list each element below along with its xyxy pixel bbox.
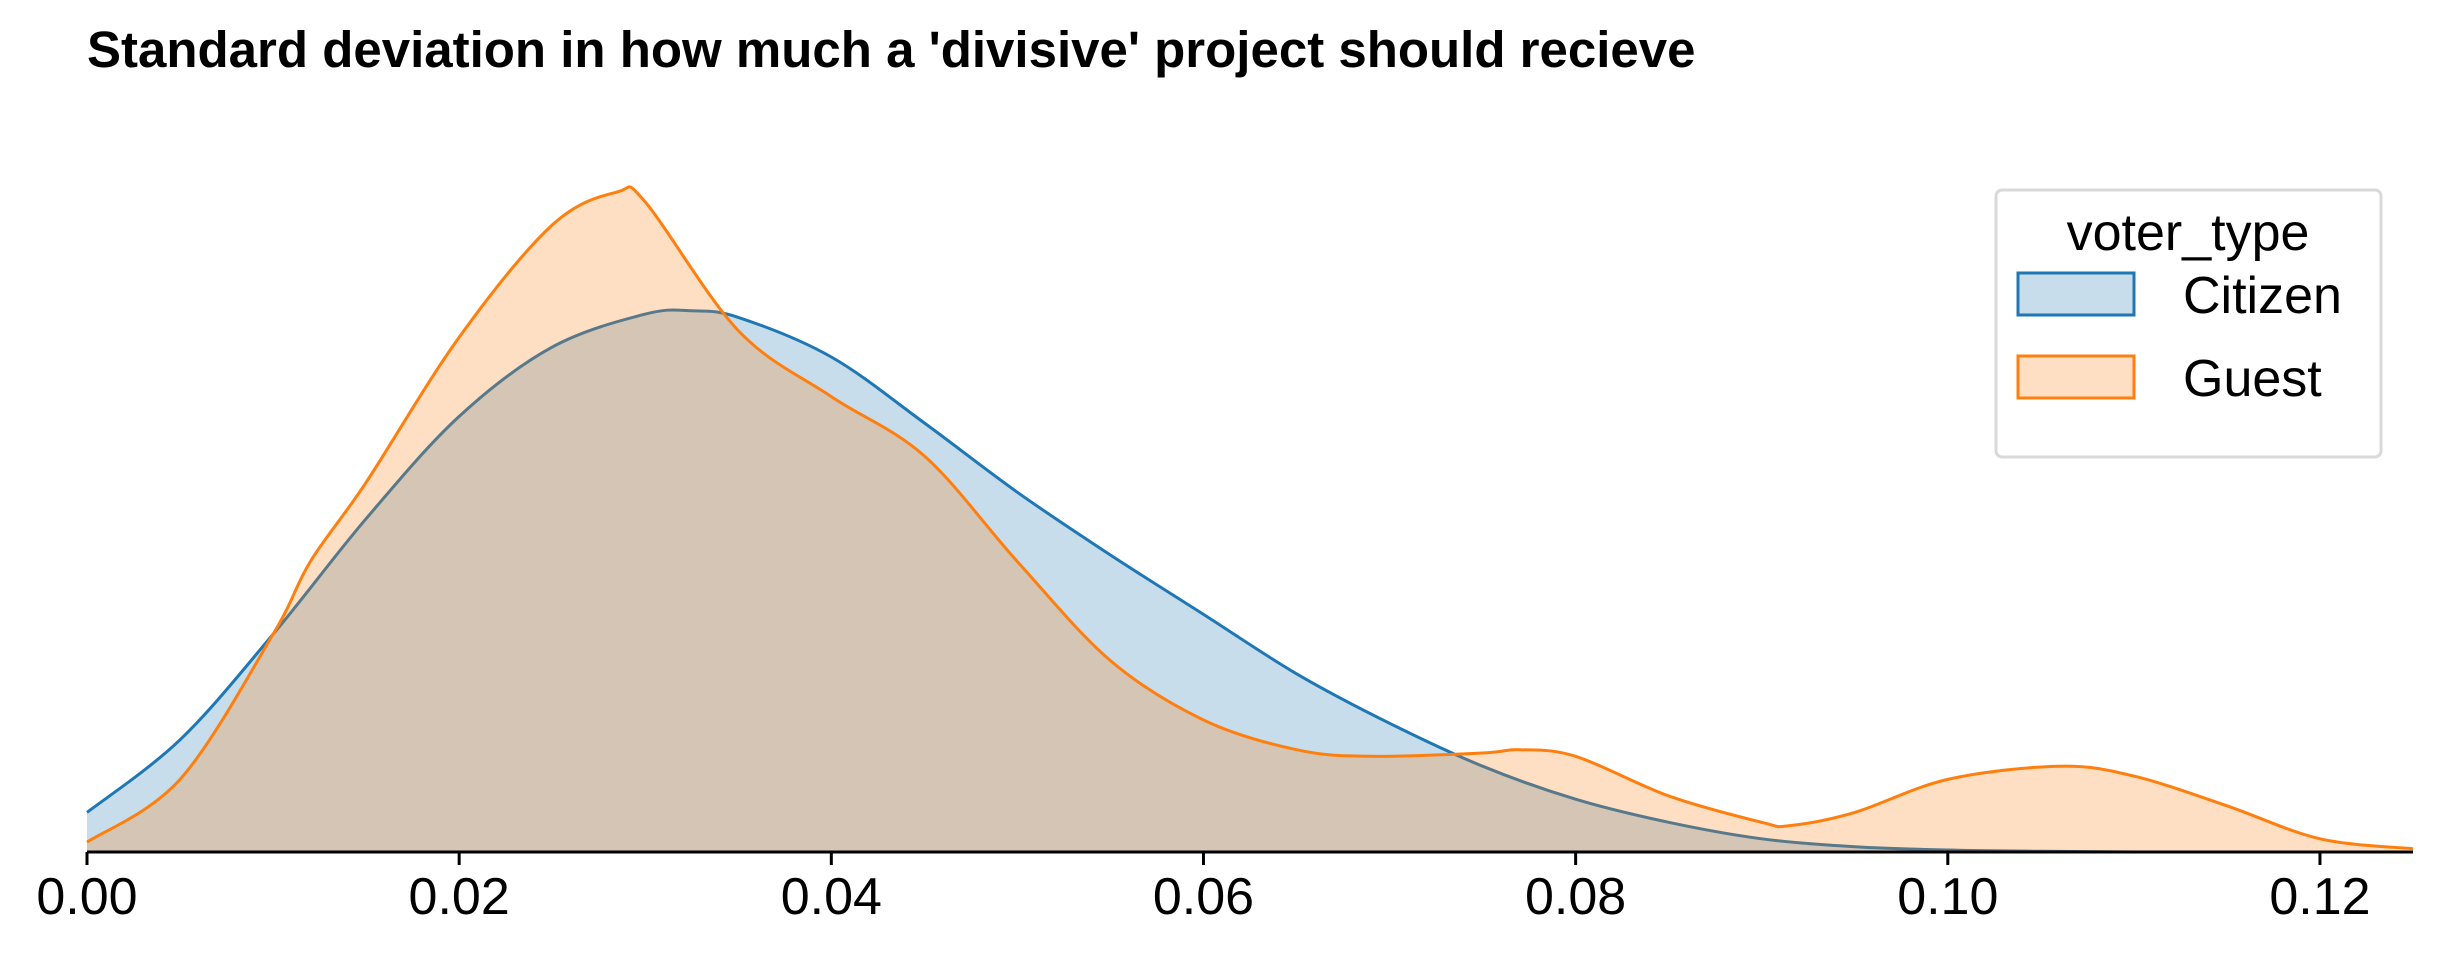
x-tick-label: 0.08	[1525, 868, 1626, 926]
series-area-guest	[87, 186, 2413, 852]
x-tick-label: 0.04	[781, 868, 882, 926]
legend-label-citizen: Citizen	[2183, 267, 2342, 325]
series-line-guest	[86, 185, 2414, 851]
legend: voter_type Citizen Guest	[1994, 188, 2383, 459]
legend-title: voter_type	[2067, 204, 2310, 262]
chart-title: Standard deviation in how much a 'divisi…	[87, 21, 1696, 78]
series-area-citizen	[87, 309, 2413, 853]
x-axis: 0.00 0.02 0.04 0.06 0.08 0.10 0.12	[36, 850, 2413, 926]
legend-swatch-guest	[2016, 354, 2136, 400]
x-tick-label: 0.06	[1153, 868, 1254, 926]
legend-swatch-citizen	[2016, 271, 2136, 317]
legend-frame	[1994, 188, 2383, 459]
x-tick-label: 0.00	[36, 868, 137, 926]
x-tick-label: 0.02	[409, 868, 510, 926]
x-tick-label: 0.10	[1897, 868, 1998, 926]
legend-label-guest: Guest	[2183, 350, 2322, 408]
x-tick-label: 0.12	[2269, 868, 2370, 926]
